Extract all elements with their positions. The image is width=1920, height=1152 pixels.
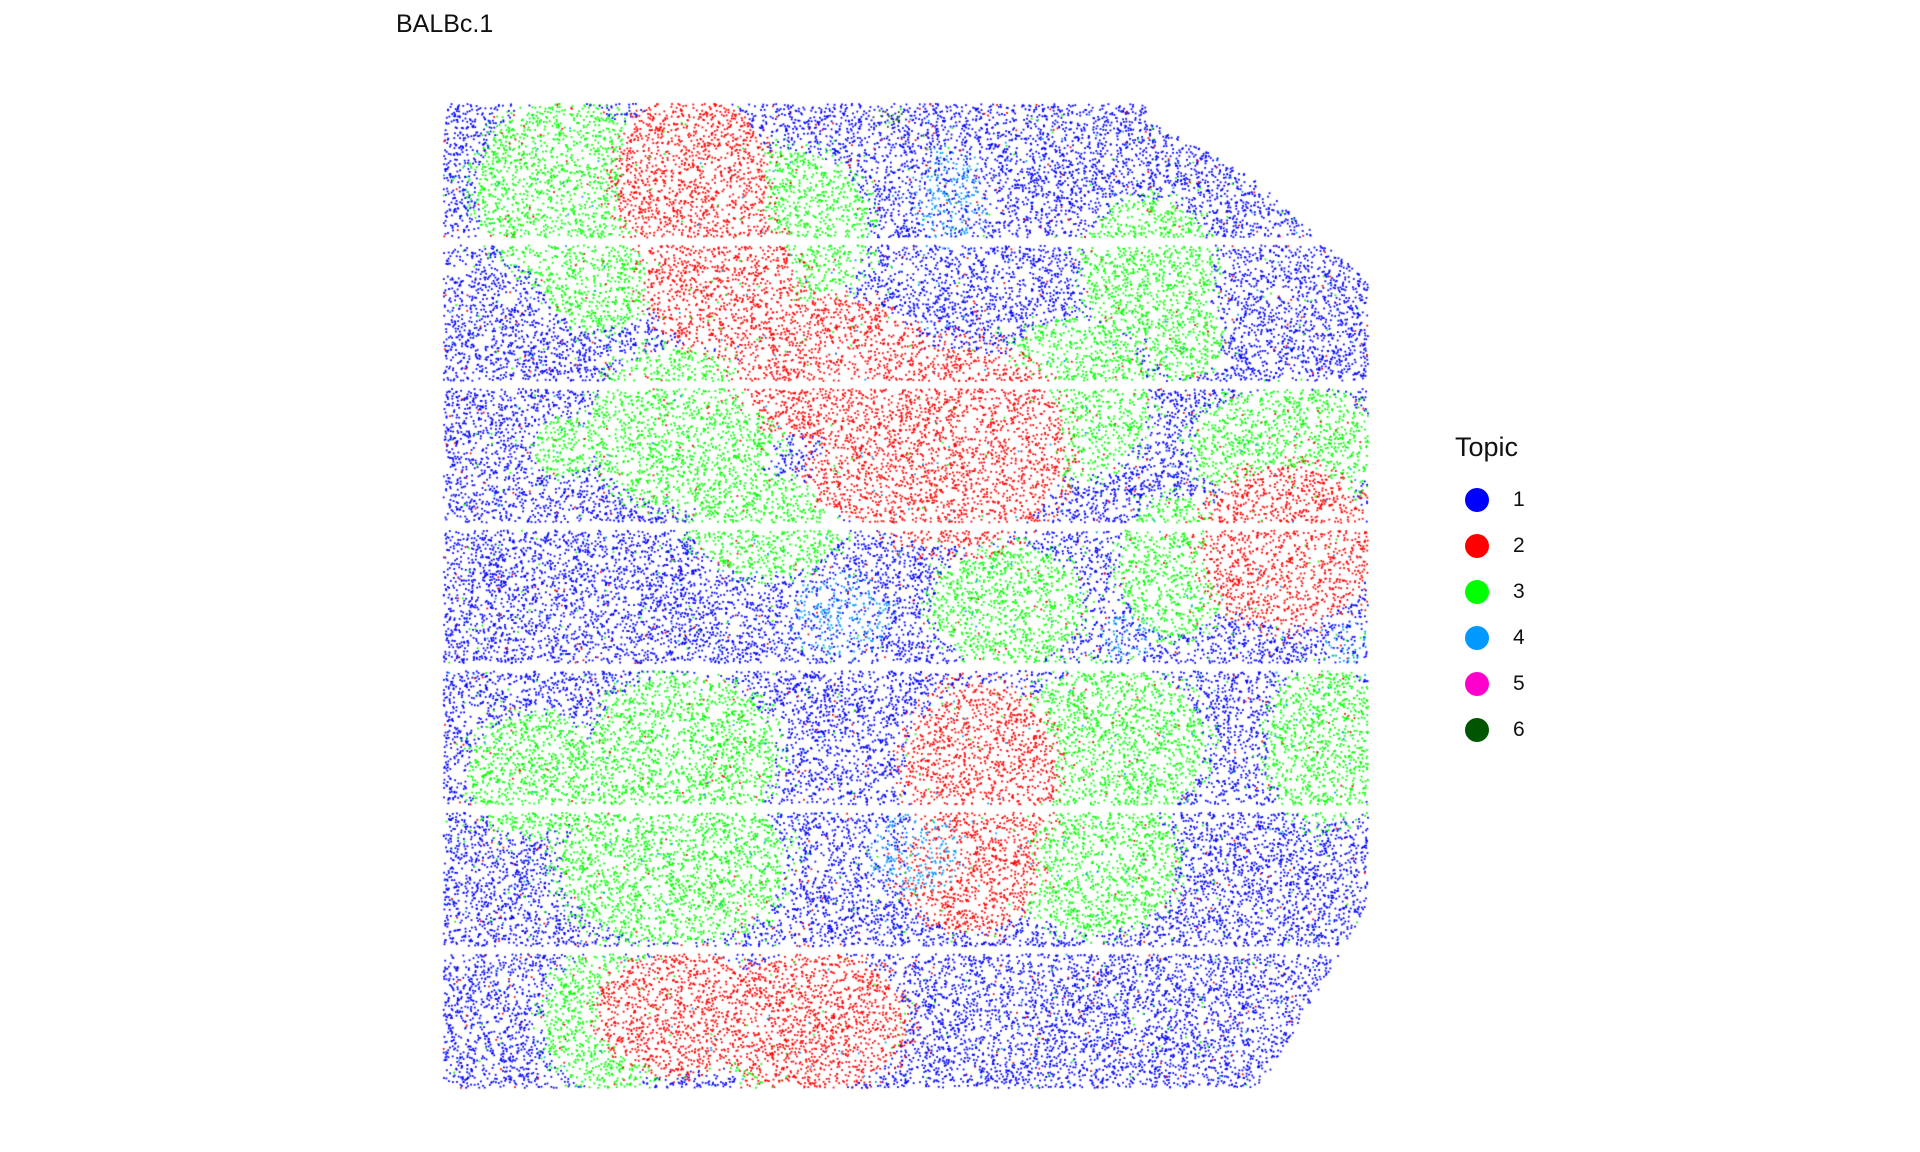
- legend-label-6: 6: [1513, 718, 1525, 741]
- legend-key-5: [1465, 672, 1489, 696]
- legend-label-4: 4: [1513, 626, 1525, 649]
- legend-item-4: 4: [1455, 615, 1595, 661]
- chart-title: BALBc.1: [396, 10, 494, 38]
- legend-item-1: 1: [1455, 477, 1595, 523]
- legend-key-2: [1465, 534, 1489, 558]
- legend-label-3: 3: [1513, 580, 1525, 603]
- legend-label-2: 2: [1513, 534, 1525, 557]
- legend-label-1: 1: [1513, 488, 1525, 511]
- legend-item-6: 6: [1455, 707, 1595, 753]
- legend: Topic 1 2 3 4 5 6: [1455, 432, 1595, 753]
- legend-item-3: 3: [1455, 569, 1595, 615]
- plot-area: [440, 100, 1370, 1090]
- legend-items: 1 2 3 4 5 6: [1455, 477, 1595, 753]
- legend-label-5: 5: [1513, 672, 1525, 695]
- legend-item-5: 5: [1455, 661, 1595, 707]
- spatial-topic-scatter: [440, 100, 1370, 1090]
- legend-key-1: [1465, 488, 1489, 512]
- legend-key-4: [1465, 626, 1489, 650]
- legend-item-2: 2: [1455, 523, 1595, 569]
- legend-key-6: [1465, 718, 1489, 742]
- legend-title: Topic: [1455, 432, 1519, 462]
- legend-key-3: [1465, 580, 1489, 604]
